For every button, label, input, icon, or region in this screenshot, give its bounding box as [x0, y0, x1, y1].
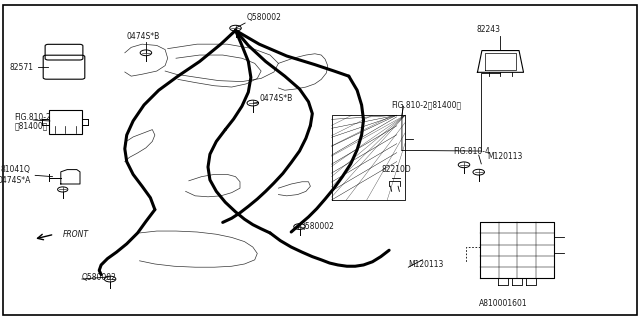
Text: A810001601: A810001601 — [479, 299, 527, 308]
Text: 82571: 82571 — [10, 63, 34, 72]
Bar — [49, 110, 82, 134]
Text: M120113: M120113 — [408, 260, 444, 269]
Text: 0474S*B: 0474S*B — [259, 94, 292, 103]
Text: Q580002: Q580002 — [300, 222, 334, 231]
Text: FIG.810-4: FIG.810-4 — [453, 147, 490, 156]
Text: 0474S*B: 0474S*B — [127, 32, 160, 41]
Text: FIG.810-2: FIG.810-2 — [15, 113, 51, 122]
Text: FRONT: FRONT — [63, 230, 89, 239]
Text: 82243: 82243 — [476, 25, 500, 34]
Text: 81041Q: 81041Q — [1, 165, 31, 174]
Text: 〔81400〕: 〔81400〕 — [15, 122, 48, 131]
Text: Q580002: Q580002 — [246, 13, 281, 22]
Text: 82210D: 82210D — [381, 165, 411, 174]
Text: 0474S*A: 0474S*A — [0, 176, 31, 185]
Text: Q580002: Q580002 — [82, 273, 116, 282]
Text: FIG.810-2〔81400〕: FIG.810-2〔81400〕 — [392, 100, 462, 109]
Text: M120113: M120113 — [488, 152, 523, 161]
